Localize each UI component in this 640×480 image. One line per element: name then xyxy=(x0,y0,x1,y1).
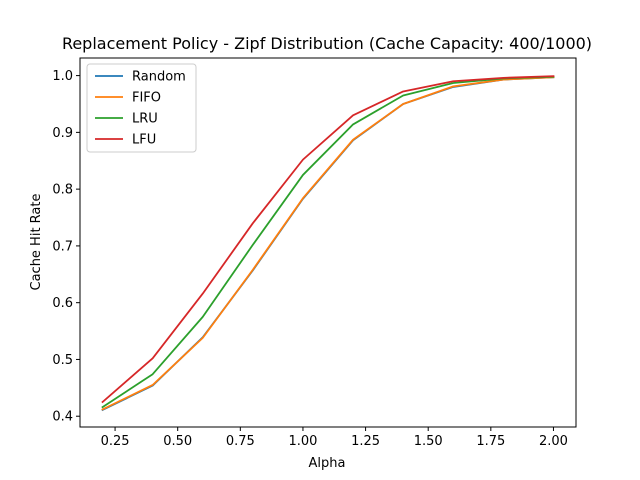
legend-label-lru: LRU xyxy=(132,112,158,127)
x-tick-label: 1.00 xyxy=(288,434,317,449)
legend-label-fifo: FIFO xyxy=(132,91,161,106)
x-tick-label: 0.50 xyxy=(163,434,192,449)
series-line-lfu xyxy=(101,75,555,404)
legend-label-lfu: LFU xyxy=(132,133,156,148)
chart-title: Replacement Policy - Zipf Distribution (… xyxy=(62,34,592,53)
series-line-fifo xyxy=(101,76,555,411)
y-axis-ticks: 0.4 0.5 0.6 0.7 0.8 0.9 1.0 xyxy=(52,69,80,425)
plot-frame xyxy=(79,57,577,428)
x-tick-label: 1.25 xyxy=(351,434,380,449)
series-line-lru xyxy=(101,75,555,409)
y-tick-label: 0.8 xyxy=(52,183,73,198)
x-axis-ticks: 0.25 0.50 0.75 1.00 1.25 1.50 1.75 2.00 xyxy=(101,427,568,449)
x-tick-label: 1.75 xyxy=(476,434,505,449)
y-tick-label: 1.0 xyxy=(52,69,73,84)
legend-box xyxy=(86,63,197,153)
x-tick-label: 1.50 xyxy=(414,434,443,449)
legend: Random FIFO LRU LFU xyxy=(86,63,197,153)
x-tick-label: 2.00 xyxy=(539,434,568,449)
y-tick-label: 0.9 xyxy=(52,126,73,141)
legend-label-random: Random xyxy=(132,70,186,85)
y-tick-label: 0.6 xyxy=(52,296,73,311)
y-axis-label: Cache Hit Rate xyxy=(29,194,44,291)
plot-lines xyxy=(101,75,555,412)
x-tick-label: 0.75 xyxy=(226,434,255,449)
x-axis-label: Alpha xyxy=(309,456,346,471)
x-tick-label: 0.25 xyxy=(101,434,130,449)
y-tick-label: 0.4 xyxy=(52,410,73,425)
y-tick-label: 0.5 xyxy=(52,353,73,368)
y-tick-label: 0.7 xyxy=(52,239,73,254)
